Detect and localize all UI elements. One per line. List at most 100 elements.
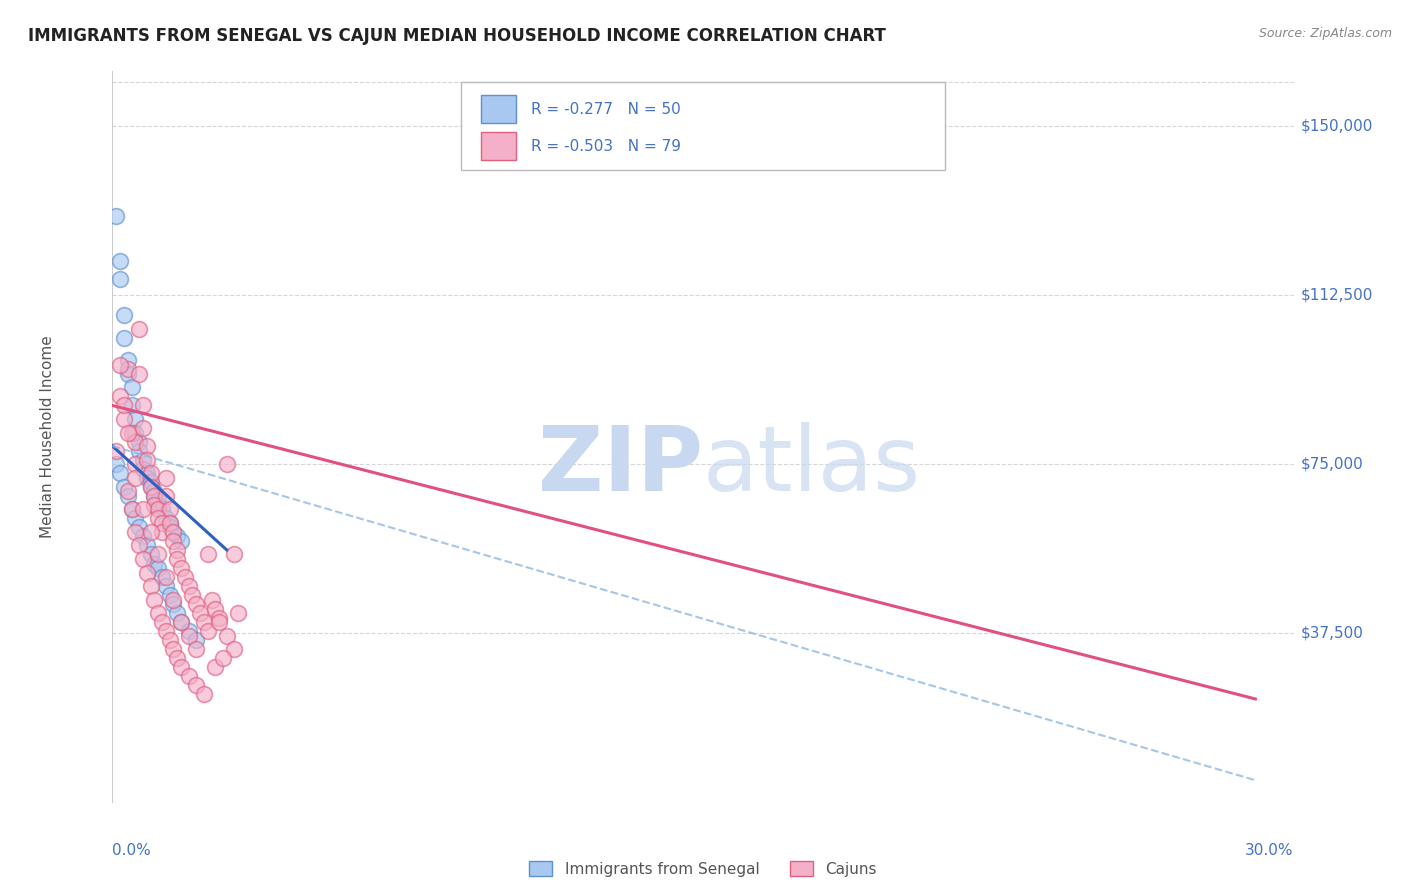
Point bbox=[166, 606, 188, 620]
Point bbox=[124, 425, 146, 440]
Point bbox=[124, 471, 146, 485]
Point bbox=[162, 642, 184, 657]
Point bbox=[112, 412, 135, 426]
Point bbox=[117, 484, 139, 499]
Point bbox=[132, 399, 155, 413]
Point bbox=[139, 466, 162, 480]
Point bbox=[135, 538, 157, 552]
Point bbox=[150, 615, 173, 630]
Point bbox=[117, 425, 139, 440]
Point bbox=[124, 511, 146, 525]
FancyBboxPatch shape bbox=[481, 132, 516, 160]
Point bbox=[181, 588, 204, 602]
Point bbox=[124, 412, 146, 426]
Legend: Immigrants from Senegal, Cajuns: Immigrants from Senegal, Cajuns bbox=[523, 855, 883, 883]
Point bbox=[186, 597, 208, 611]
Point bbox=[215, 629, 238, 643]
Text: 0.0%: 0.0% bbox=[112, 843, 152, 858]
Text: $75,000: $75,000 bbox=[1301, 457, 1364, 472]
Point bbox=[188, 606, 211, 620]
Point bbox=[162, 524, 184, 539]
Point bbox=[128, 434, 150, 449]
Point bbox=[139, 480, 162, 494]
Point bbox=[148, 548, 170, 562]
Point bbox=[132, 529, 155, 543]
Point bbox=[162, 533, 184, 548]
Text: IMMIGRANTS FROM SENEGAL VS CAJUN MEDIAN HOUSEHOLD INCOME CORRELATION CHART: IMMIGRANTS FROM SENEGAL VS CAJUN MEDIAN … bbox=[28, 27, 886, 45]
Point bbox=[186, 678, 208, 692]
Point bbox=[166, 543, 188, 558]
Point bbox=[224, 548, 246, 562]
Point bbox=[148, 502, 170, 516]
Point bbox=[155, 471, 177, 485]
Point bbox=[177, 579, 200, 593]
Point bbox=[159, 520, 181, 534]
Point bbox=[128, 322, 150, 336]
Point bbox=[121, 380, 143, 394]
Point bbox=[166, 651, 188, 665]
Text: $150,000: $150,000 bbox=[1301, 118, 1372, 133]
Point bbox=[150, 524, 173, 539]
Text: Source: ZipAtlas.com: Source: ZipAtlas.com bbox=[1258, 27, 1392, 40]
Text: Median Household Income: Median Household Income bbox=[39, 335, 55, 539]
Point bbox=[204, 660, 226, 674]
Point bbox=[117, 362, 139, 376]
Point bbox=[121, 502, 143, 516]
Point bbox=[132, 421, 155, 435]
Point bbox=[117, 489, 139, 503]
Point bbox=[132, 452, 155, 467]
Point bbox=[186, 642, 208, 657]
Point bbox=[162, 597, 184, 611]
Point bbox=[215, 457, 238, 471]
Point bbox=[155, 489, 177, 503]
Point bbox=[197, 624, 219, 639]
Point bbox=[139, 480, 162, 494]
Point bbox=[155, 511, 177, 525]
Point bbox=[139, 475, 162, 490]
Point bbox=[105, 209, 128, 223]
Point bbox=[143, 592, 166, 607]
Point bbox=[112, 480, 135, 494]
Point bbox=[121, 502, 143, 516]
Point bbox=[162, 592, 184, 607]
Point bbox=[121, 399, 143, 413]
Text: $37,500: $37,500 bbox=[1301, 626, 1364, 641]
Point bbox=[143, 498, 166, 512]
Text: atlas: atlas bbox=[703, 422, 921, 510]
Text: $112,500: $112,500 bbox=[1301, 287, 1372, 302]
Point bbox=[117, 367, 139, 381]
Point bbox=[128, 367, 150, 381]
Text: R = -0.503   N = 79: R = -0.503 N = 79 bbox=[530, 138, 681, 153]
Point bbox=[177, 624, 200, 639]
Point bbox=[135, 466, 157, 480]
Point bbox=[112, 399, 135, 413]
Point bbox=[166, 529, 188, 543]
Point bbox=[135, 452, 157, 467]
Point bbox=[108, 358, 131, 372]
FancyBboxPatch shape bbox=[481, 95, 516, 123]
Point bbox=[124, 434, 146, 449]
Point bbox=[143, 489, 166, 503]
Point bbox=[170, 615, 193, 630]
Point bbox=[159, 633, 181, 648]
Point bbox=[208, 610, 231, 624]
Point bbox=[159, 588, 181, 602]
Point bbox=[150, 570, 173, 584]
Point bbox=[121, 425, 143, 440]
Point bbox=[155, 624, 177, 639]
Point bbox=[132, 502, 155, 516]
Point bbox=[132, 461, 155, 475]
Point bbox=[112, 331, 135, 345]
Point bbox=[148, 561, 170, 575]
Point bbox=[186, 633, 208, 648]
Point bbox=[108, 272, 131, 286]
Point bbox=[148, 511, 170, 525]
Point bbox=[177, 669, 200, 683]
Point bbox=[124, 524, 146, 539]
FancyBboxPatch shape bbox=[461, 82, 945, 170]
Point bbox=[128, 538, 150, 552]
Point bbox=[159, 516, 181, 530]
Point bbox=[117, 353, 139, 368]
Point bbox=[148, 606, 170, 620]
Point bbox=[128, 520, 150, 534]
